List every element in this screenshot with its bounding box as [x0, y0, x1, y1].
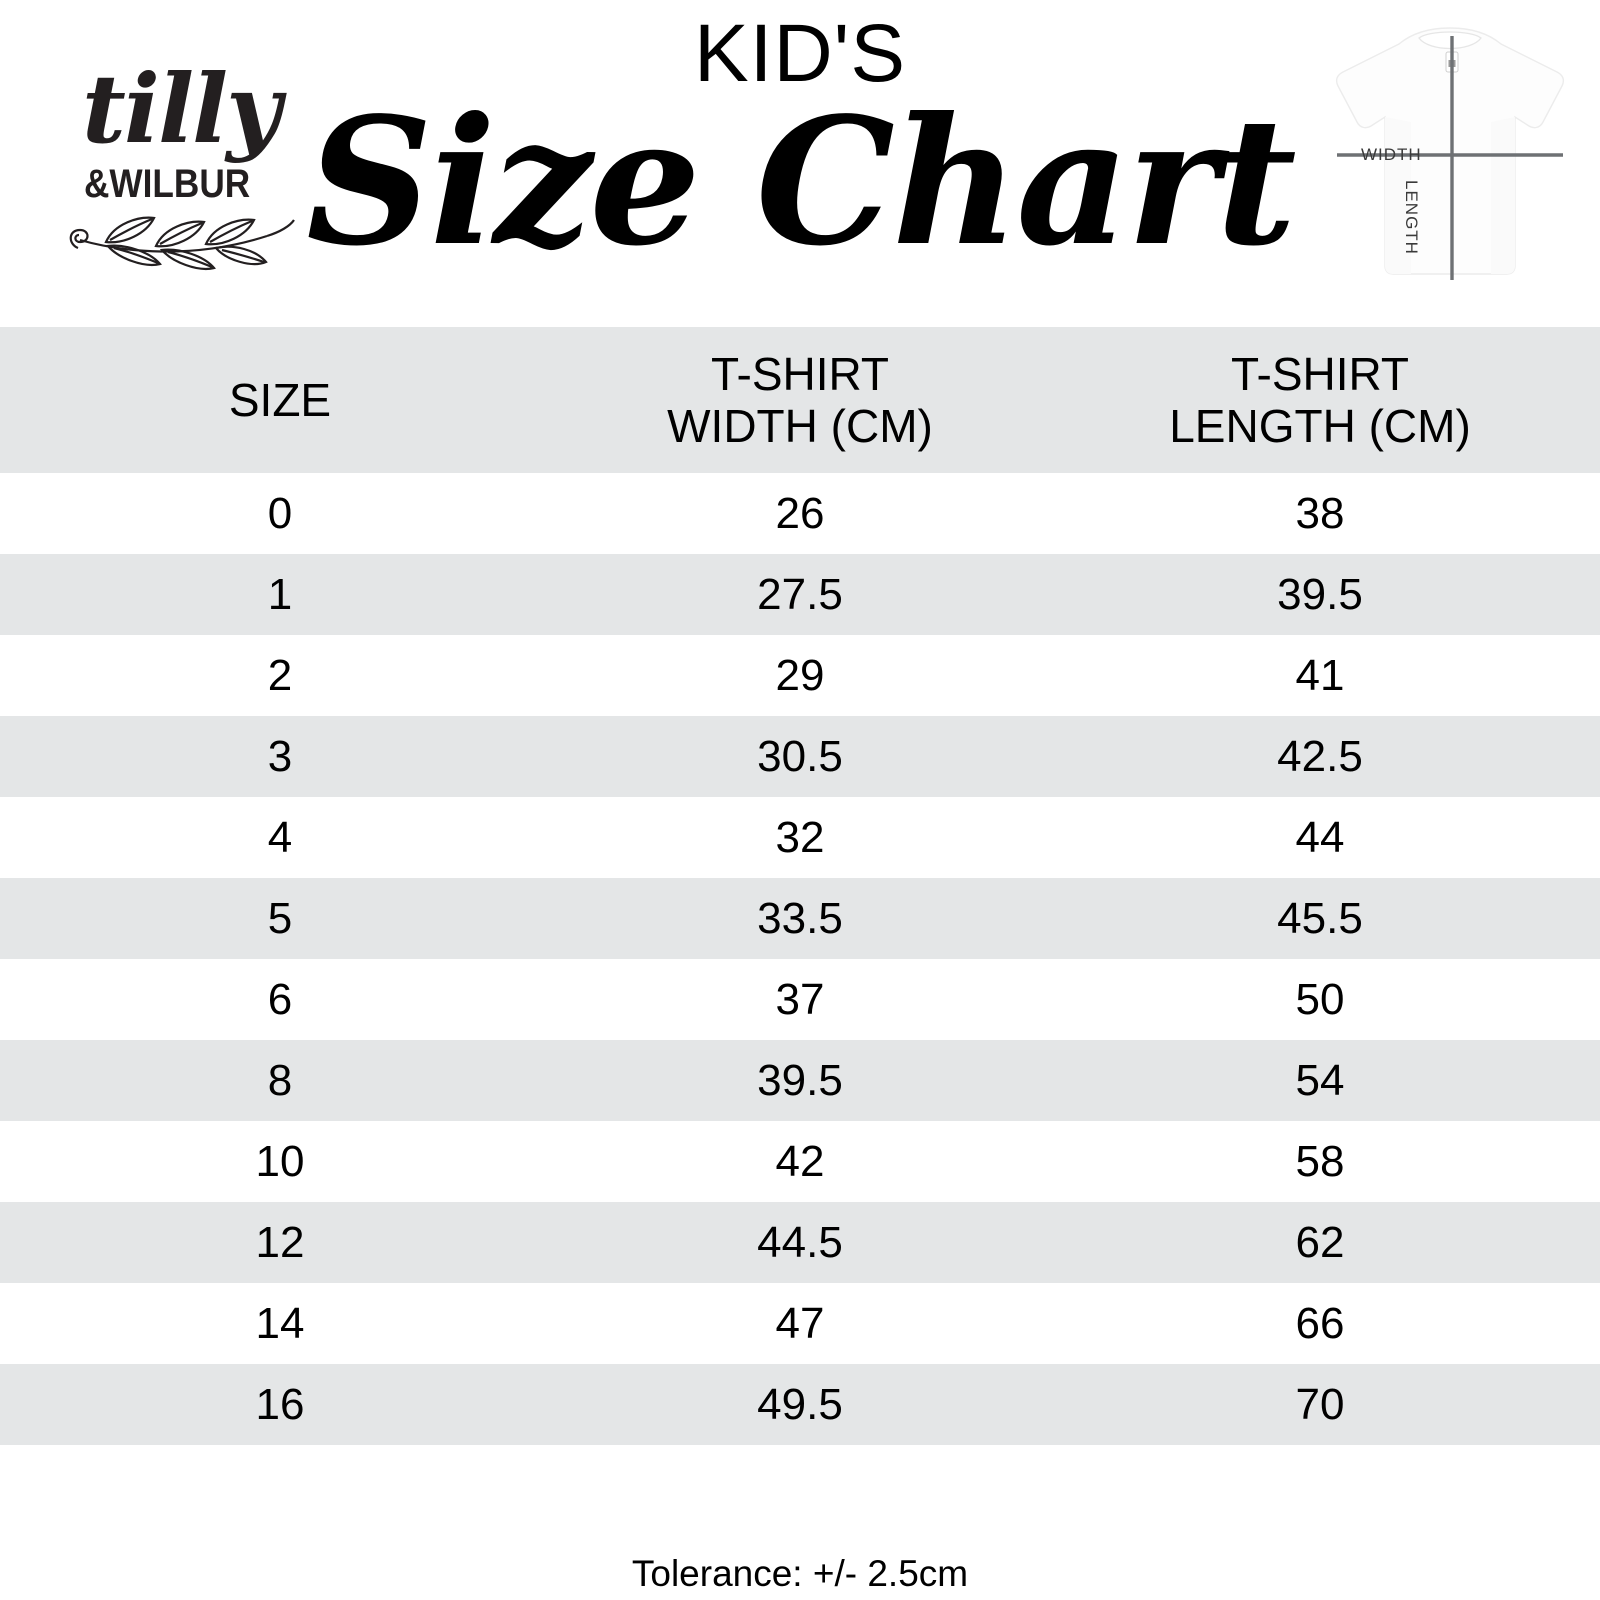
cell-size: 6	[267, 974, 293, 1024]
cell-length: 66	[1295, 1298, 1345, 1348]
cell-width: 30.5	[757, 731, 843, 781]
cell-width: 44.5	[757, 1217, 843, 1267]
cell-width: 27.5	[757, 569, 843, 619]
cell-length: 44	[1295, 812, 1345, 862]
brand-script-name: tilly	[82, 54, 281, 165]
cell-width: 47	[775, 1298, 825, 1348]
cell-size: 16	[255, 1379, 305, 1429]
column-header-length: T-SHIRT LENGTH (CM)	[1040, 348, 1600, 452]
cell-size: 5	[267, 893, 293, 943]
cell-width: 29	[775, 650, 825, 700]
cell-length: 50	[1295, 974, 1345, 1024]
table-row: 4 32 44	[0, 797, 1600, 878]
page-eyebrow: KID'S	[693, 8, 907, 99]
table-row: 14 47 66	[0, 1283, 1600, 1364]
cell-size: 8	[267, 1055, 293, 1105]
cell-length: 70	[1295, 1379, 1345, 1429]
brand-secondary-name: &WILBUR	[84, 162, 251, 206]
column-header-width-line1: T-SHIRT	[710, 348, 890, 400]
cell-size: 1	[267, 569, 293, 619]
tshirt-length-label: LENGTH	[1402, 180, 1421, 255]
table-row: 12 44.5 62	[0, 1202, 1600, 1283]
cell-length: 45.5	[1277, 893, 1363, 943]
table-row: 8 39.5 54	[0, 1040, 1600, 1121]
tolerance-note: Tolerance: +/- 2.5cm	[631, 1553, 969, 1594]
cell-length: 38	[1295, 488, 1345, 538]
table-row: 10 42 58	[0, 1121, 1600, 1202]
column-header-length-line2: LENGTH (CM)	[1169, 400, 1471, 452]
cell-size: 3	[267, 731, 293, 781]
cell-width: 26	[775, 488, 825, 538]
column-header-width: T-SHIRT WIDTH (CM)	[560, 348, 1040, 452]
cell-size: 0	[267, 488, 293, 538]
cell-length: 62	[1295, 1217, 1345, 1267]
title-block: KID'S Size Chart	[300, 0, 1300, 285]
cell-width: 32	[775, 812, 825, 862]
brand-logo: tilly &WILBUR	[62, 62, 327, 272]
table-header-row: SIZE T-SHIRT WIDTH (CM) T-SHIRT LENGTH (…	[0, 327, 1600, 473]
cell-width: 49.5	[757, 1379, 843, 1429]
tshirt-width-label: WIDTH	[1361, 145, 1422, 164]
table-row: 6 37 50	[0, 959, 1600, 1040]
cell-length: 41	[1295, 650, 1345, 700]
cell-length: 54	[1295, 1055, 1345, 1105]
page-title: Size Chart	[306, 80, 1296, 285]
tshirt-diagram: WIDTH LENGTH	[1315, 22, 1585, 292]
cell-width: 42	[775, 1136, 825, 1186]
table-row: 2 29 41	[0, 635, 1600, 716]
cell-width: 33.5	[757, 893, 843, 943]
cell-size: 14	[255, 1298, 305, 1348]
size-chart-table: SIZE T-SHIRT WIDTH (CM) T-SHIRT LENGTH (…	[0, 327, 1600, 1445]
laurel-branch-icon	[62, 202, 312, 272]
cell-size: 4	[267, 812, 293, 862]
cell-length: 58	[1295, 1136, 1345, 1186]
cell-width: 37	[775, 974, 825, 1024]
cell-length: 42.5	[1277, 731, 1363, 781]
cell-width: 39.5	[757, 1055, 843, 1105]
table-row: 1 27.5 39.5	[0, 554, 1600, 635]
page-header: tilly &WILBUR	[0, 0, 1600, 327]
table-row: 0 26 38	[0, 473, 1600, 554]
column-header-width-line2: WIDTH (CM)	[667, 400, 933, 452]
table-row: 3 30.5 42.5	[0, 716, 1600, 797]
cell-size: 2	[267, 650, 293, 700]
table-row: 5 33.5 45.5	[0, 878, 1600, 959]
table-row: 16 49.5 70	[0, 1364, 1600, 1445]
column-header-length-line1: T-SHIRT	[1230, 348, 1410, 400]
cell-size: 12	[255, 1217, 305, 1267]
cell-length: 39.5	[1277, 569, 1363, 619]
column-header-size: SIZE	[228, 374, 332, 426]
cell-size: 10	[255, 1136, 305, 1186]
